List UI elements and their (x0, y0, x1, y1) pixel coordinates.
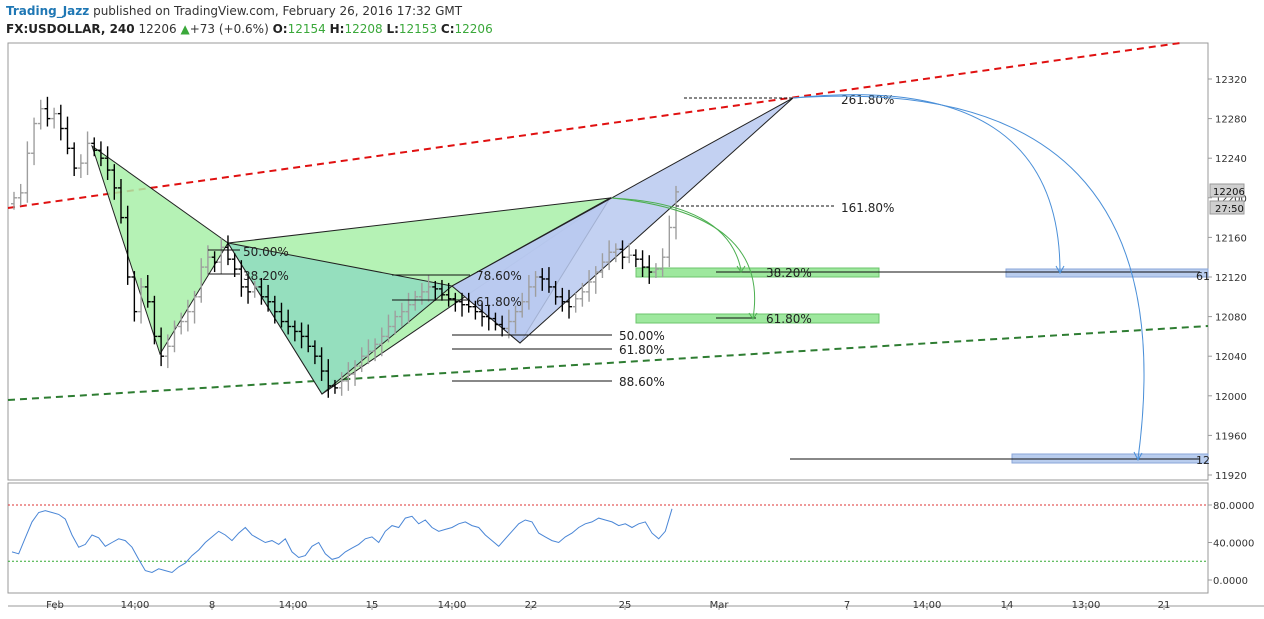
x-tick-label: 25 (619, 600, 632, 611)
fib-label-38-left: 38.20% (243, 269, 289, 283)
x-tick-label: 14:00 (121, 600, 150, 611)
price-badge-box (1209, 183, 1245, 198)
x-tick-label: 21 (1158, 600, 1171, 611)
osc-tick-label: 0.0000 (1213, 576, 1248, 587)
support-line (7, 325, 1209, 401)
resistance-line (7, 42, 1181, 209)
y-tick-label: 11960 (1215, 431, 1247, 442)
x-tick-label: 15 (366, 600, 379, 611)
ohlc-line: FX:USDOLLAR, 240 12206 ▲+73 (+0.6%) O:12… (6, 22, 493, 36)
y-tick-label: 12080 (1215, 313, 1247, 324)
x-tick-label: Feb (46, 600, 64, 611)
osc-tick-label: 80.0000 (1213, 501, 1254, 512)
ext-label-161: 161.80% (841, 201, 894, 215)
x-tick-label: 8 (209, 600, 215, 611)
countdown-badge-label: 27:50 (1215, 204, 1244, 215)
fib-label-78-mid: 78.60% (476, 269, 522, 283)
oscillator-line (11, 508, 673, 574)
x-tick-label: 14:00 (913, 600, 942, 611)
x-tick-label: Mar (710, 600, 730, 611)
target-label-38: 38.20% (766, 266, 812, 280)
target-label-61: 61.80% (766, 312, 812, 326)
fib-label-61-mid: 61.80% (476, 295, 522, 309)
publish-line: Trading_Jazz published on TradingView.co… (6, 4, 462, 18)
target-zone-61 (635, 313, 880, 324)
far-target-label-lower: 12 (1196, 454, 1210, 467)
y-tick-label: 12200 (1215, 194, 1247, 205)
ret-label-61: 61.80% (619, 343, 665, 357)
chart-header: Trading_Jazz published on TradingView.co… (0, 0, 1264, 42)
high-label: H: (329, 22, 345, 36)
blue-arrowhead (1055, 265, 1065, 275)
close-label: C: (440, 22, 455, 36)
countdown-badge-box (1209, 200, 1245, 215)
fib-label-50-left: 50.00% (243, 245, 289, 259)
up-arrow-icon: ▲ (180, 22, 190, 36)
y-tick-label: 12280 (1215, 115, 1247, 126)
close-value: 12206 (454, 22, 493, 36)
x-tick-label: 14:00 (438, 600, 467, 611)
x-tick-label: 13:00 (1072, 600, 1101, 611)
low-value: 12153 (398, 22, 438, 36)
blue-arrow-upper (792, 94, 1061, 273)
y-tick-label: 12240 (1215, 154, 1247, 165)
high-value: 12208 (344, 22, 383, 36)
low-label: L: (386, 22, 399, 36)
oscillator-pane (7, 482, 1209, 594)
price-badge-label: 12206 (1213, 187, 1245, 198)
pattern-triangle-blue-b (451, 97, 794, 344)
author-link[interactable]: Trading_Jazz (6, 4, 90, 18)
y-tick-label: 12120 (1215, 273, 1247, 284)
ret-label-88: 88.60% (619, 375, 665, 389)
last-price: 12206 (138, 22, 177, 36)
y-tick-label: 12000 (1215, 392, 1247, 403)
open-label: O: (272, 22, 288, 36)
price-change: +73 (+0.6%) (189, 22, 269, 36)
x-tick-label: 7 (844, 600, 850, 611)
blue-arrowhead (1133, 451, 1143, 462)
y-tick-label: 12320 (1215, 75, 1247, 86)
x-tick-label: 22 (525, 600, 538, 611)
y-tick-label: 11920 (1215, 471, 1247, 482)
far-target-zone-upper (1005, 268, 1209, 278)
open-value: 12154 (287, 22, 326, 36)
far-target-label-upper: 61 (1196, 270, 1210, 283)
green-arrow-38 (611, 197, 742, 271)
x-tick-label: 14:00 (279, 600, 308, 611)
blue-arrow-lower (792, 95, 1145, 460)
symbol-label[interactable]: FX:USDOLLAR, 240 (6, 22, 135, 36)
y-tick-label: 12160 (1215, 233, 1247, 244)
y-tick-label: 12040 (1215, 352, 1247, 363)
x-tick-label: 14 (1001, 600, 1014, 611)
publish-info: published on TradingView.com, February 2… (93, 4, 463, 18)
green-arrow-61 (611, 197, 756, 319)
green-arrowhead (748, 312, 758, 320)
osc-tick-label: 40.0000 (1213, 539, 1254, 550)
ret-label-50: 50.00% (619, 329, 665, 343)
green-arrowhead (736, 265, 746, 273)
